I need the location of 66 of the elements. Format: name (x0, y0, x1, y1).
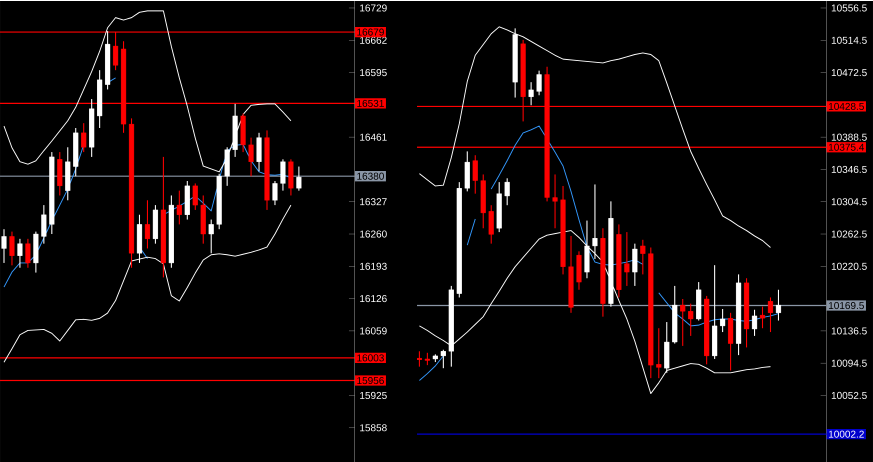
y-tick-label: 16327 (360, 198, 387, 206)
ref-line-label: 10375.4 (828, 144, 864, 151)
candlestick (472, 154, 478, 194)
y-tick-label: 15858 (360, 424, 387, 432)
y-tick-label: 10052.5 (832, 392, 867, 399)
y-tick-label: 10346.5 (832, 166, 867, 173)
candlestick (752, 309, 758, 336)
y-tick-label: 15925 (360, 392, 387, 399)
candlestick (248, 136, 254, 177)
candlestick (41, 204, 46, 244)
y-tick-label: 10262.5 (832, 230, 867, 238)
ref-line-label: 10428.5 (828, 102, 864, 110)
candlestick (296, 166, 302, 192)
line-series (4, 204, 292, 363)
candlestick (176, 190, 182, 225)
candlestick (504, 178, 510, 206)
y-tick-label: 10136.5 (832, 327, 867, 334)
y-tick-label: 16126 (360, 294, 387, 302)
candlestick (192, 182, 198, 210)
candlestick (17, 238, 23, 268)
ref-line-label: 16380 (357, 172, 384, 180)
candlestick (776, 289, 782, 321)
candlestick (536, 70, 542, 96)
y-tick-label: 16059 (360, 327, 387, 334)
ref-line-label: 10169.5 (828, 302, 864, 309)
candlestick (9, 230, 15, 266)
y-tick-label: 10514.5 (832, 36, 867, 44)
candlestick (81, 122, 86, 152)
y-tick-label: 16193 (360, 262, 387, 270)
candlestick (632, 242, 638, 286)
candlestick (552, 174, 558, 229)
y-tick-label: 16662 (360, 36, 387, 44)
y-tick-label: 16461 (360, 133, 387, 141)
candlestick (768, 296, 774, 332)
candlestick (680, 298, 686, 346)
candlestick (440, 349, 446, 369)
candlestick (688, 302, 694, 336)
ref-line-label: 10002.2 (828, 430, 864, 438)
candlestick (640, 239, 646, 275)
candlestick (417, 350, 422, 368)
candlestick (624, 231, 630, 286)
candlestick (656, 328, 662, 379)
y-tick-label: 16729 (360, 4, 387, 12)
candlestick (25, 238, 30, 268)
candlestick (720, 308, 726, 332)
candlestick (760, 306, 766, 329)
y-tick-label: 16595 (360, 68, 387, 76)
ref-line-label: 16679 (357, 28, 384, 36)
candlestick (272, 180, 278, 206)
ref-line-label: 16531 (357, 100, 384, 107)
ref-line-label: 15956 (357, 376, 384, 384)
y-tick-label: 10220.5 (832, 262, 867, 270)
y-tick-label: 10556.5 (832, 4, 867, 12)
candlestick (528, 82, 534, 106)
y-tick-label: 10388.5 (832, 133, 867, 141)
candlestick (1, 228, 7, 264)
ref-line-label: 16003 (357, 354, 384, 362)
y-tick-label: 10094.5 (832, 360, 867, 367)
candlestick (280, 158, 286, 192)
y-tick-label: 16260 (360, 230, 387, 238)
candlestick (488, 204, 494, 244)
candlestick (144, 200, 150, 249)
candlestick (424, 352, 430, 366)
candlestick (208, 218, 214, 254)
y-tick-label: 10304.5 (832, 198, 867, 206)
y-tick-label: 10472.5 (832, 68, 867, 76)
